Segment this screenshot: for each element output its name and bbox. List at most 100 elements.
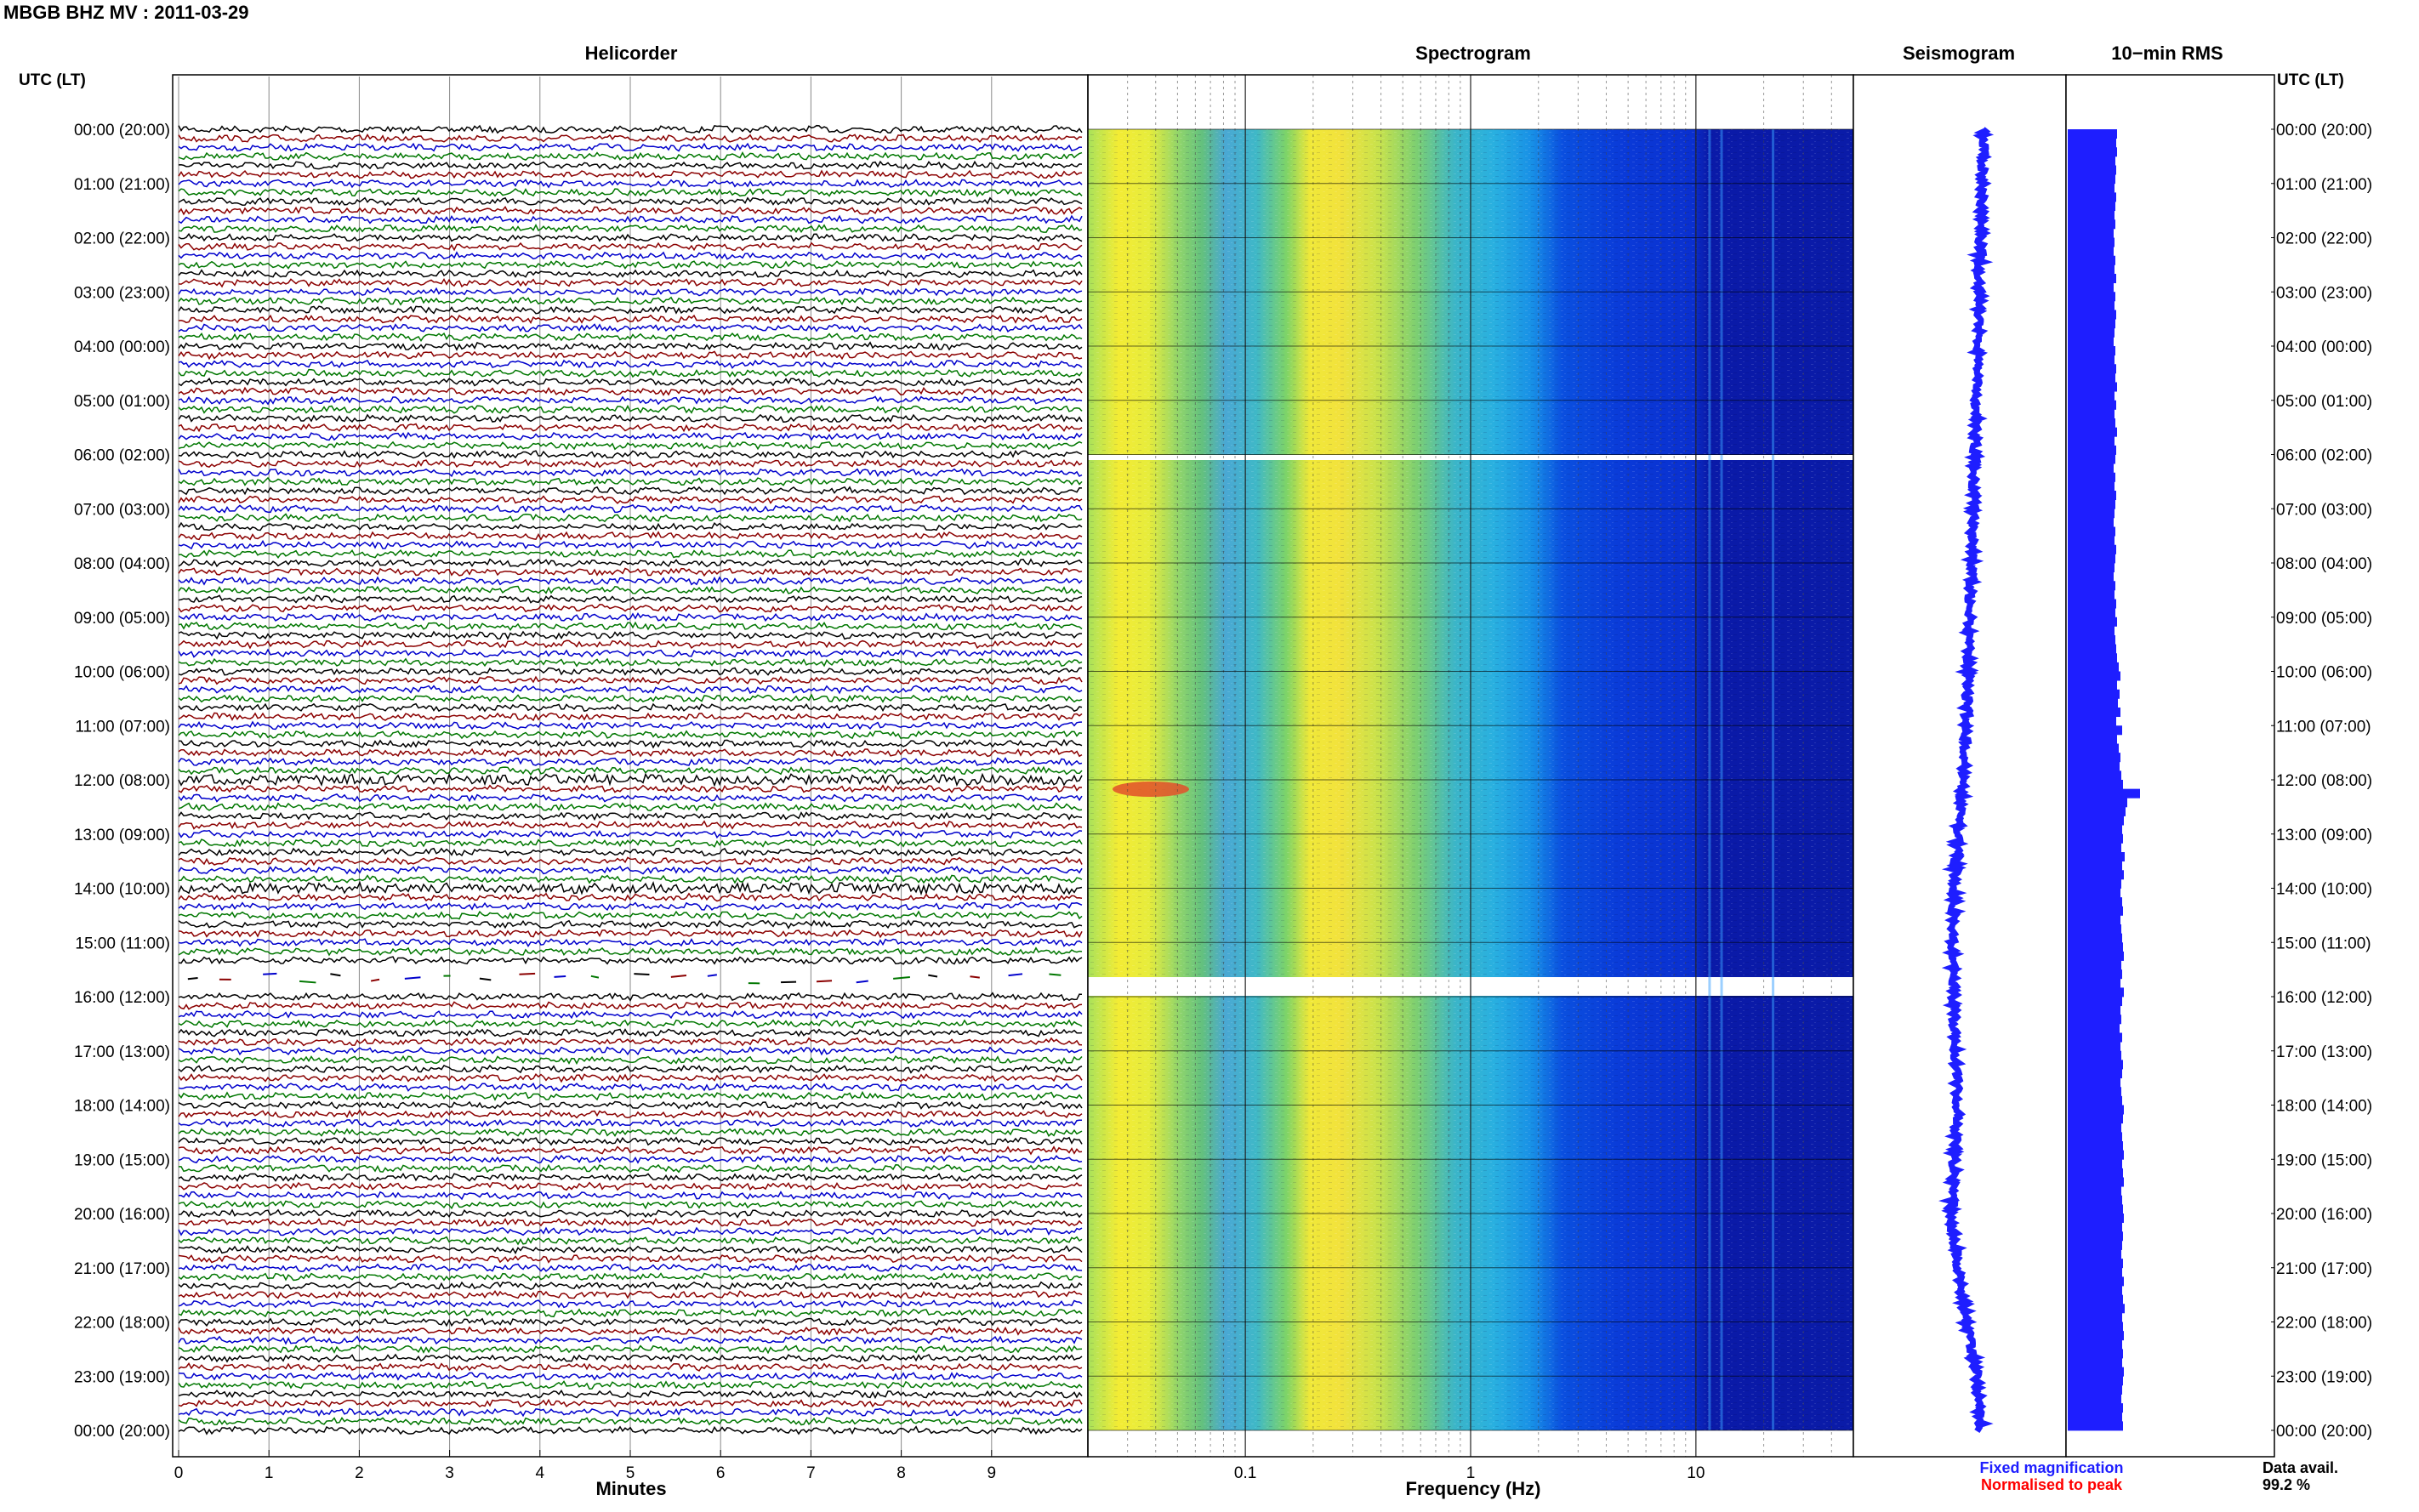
time-label-left: 14:00 (10:00) (74, 881, 170, 899)
frequency-tick-label: 10 (1687, 1464, 1705, 1482)
helicorder-trace (178, 784, 1083, 793)
helicorder-trace (178, 531, 1083, 541)
time-label-left: 00:00 (20:00) (74, 1423, 170, 1441)
time-label-right: 23:00 (19:00) (2276, 1368, 2372, 1386)
rms-bar (2068, 933, 2122, 943)
rms-bar (2068, 183, 2114, 193)
helicorder-trace (178, 910, 1083, 920)
minute-tick-label: 8 (896, 1464, 906, 1482)
rms-bar (2068, 1331, 2124, 1341)
helicorder-trace (178, 242, 1083, 252)
helicorder-trace (178, 919, 1083, 929)
rms-bar (2068, 843, 2121, 853)
time-label-left: 19:00 (15:00) (74, 1151, 170, 1169)
helicorder-trace (178, 404, 1083, 414)
rms-bar (2068, 436, 2114, 446)
helicorder-trace (178, 820, 1083, 830)
minute-tick-label: 1 (265, 1464, 274, 1482)
rms-bar (2068, 563, 2114, 573)
helicorder-trace (178, 585, 1083, 595)
rms-bar (2068, 662, 2119, 672)
time-label-right: 08:00 (04:00) (2276, 555, 2372, 573)
helicorder-gap-fragment (370, 978, 380, 982)
rms-bar (2068, 1394, 2121, 1404)
helicorder-trace (178, 772, 1083, 787)
time-axis-left: 00:00 (20:00) 01:00 (21:00) 02:00 (22:00) 0… (74, 122, 170, 1441)
rms-bar (2068, 418, 2115, 429)
helicorder-trace (178, 630, 1083, 640)
helicorder-trace (178, 296, 1083, 306)
rms-bar (2068, 1186, 2121, 1197)
helicorder-gap-fragment (856, 980, 868, 984)
helicorder-trace (178, 423, 1083, 433)
helicorder-trace (178, 377, 1083, 387)
minute-tick-label: 6 (716, 1464, 726, 1482)
spectrogram-hot-spot (1113, 782, 1189, 797)
helicorder-trace (178, 134, 1083, 143)
time-label-left: 04:00 (00:00) (74, 338, 170, 356)
rms-bar (2068, 1123, 2121, 1133)
time-label-left: 07:00 (03:00) (74, 501, 170, 519)
helicorder-trace (178, 1200, 1083, 1210)
helicorder-trace (178, 1064, 1083, 1074)
helicorder-trace (178, 151, 1083, 162)
rms-bar (2068, 581, 2115, 591)
time-label-right: 21:00 (17:00) (2276, 1260, 2372, 1278)
rms-bar (2068, 924, 2121, 935)
time-label-left: 03:00 (23:00) (74, 284, 170, 302)
rms-bar (2068, 1421, 2123, 1431)
rms-bar (2068, 544, 2116, 554)
helicorder-trace (178, 224, 1083, 234)
rms-bar (2068, 472, 2115, 482)
rms-bar (2068, 463, 2114, 474)
time-label-right: 05:00 (01:00) (2276, 393, 2372, 411)
rms-bar (2068, 1403, 2123, 1413)
helicorder-trace (178, 124, 1083, 134)
rms-bar (2068, 816, 2124, 826)
helicorder-gap-fragment (590, 975, 600, 979)
rms-bar (2068, 1259, 2123, 1269)
helicorder-trace (178, 486, 1083, 496)
time-label-left: 16:00 (12:00) (74, 989, 170, 1007)
rms-bar (2068, 346, 2115, 356)
helicorder-gap-fragment (670, 975, 687, 978)
rms-bar (2068, 337, 2114, 347)
time-label-right: 00:00 (20:00) (2276, 122, 2372, 139)
time-label-right: 01:00 (21:00) (2276, 176, 2372, 194)
helicorder-trace (178, 765, 1083, 776)
minute-tick-label: 9 (988, 1464, 997, 1482)
helicorder-trace (178, 1380, 1083, 1390)
helicorder-trace (178, 1054, 1083, 1066)
helicorder-trace (178, 1335, 1083, 1345)
minute-tick-label: 2 (355, 1464, 364, 1482)
helicorder-trace (179, 1191, 1083, 1201)
helicorder-trace (178, 287, 1083, 297)
helicorder-trace (178, 513, 1083, 523)
helicorder-gap-fragment (299, 980, 316, 984)
helicorder-gap-fragment (634, 973, 650, 975)
helicorder-trace (178, 1308, 1083, 1318)
rms-bar (2068, 617, 2117, 627)
time-label-left: 17:00 (13:00) (74, 1043, 170, 1061)
rms-bar (2068, 219, 2115, 230)
frequency-tick-label: 1 (1466, 1464, 1476, 1482)
rms-bar (2068, 951, 2124, 961)
helicorder-trace (178, 1082, 1083, 1092)
helicorder-trace (178, 332, 1083, 342)
helicorder-trace (178, 251, 1083, 261)
rms-bar (2068, 210, 2114, 220)
helicorder-trace (178, 1090, 1083, 1101)
rms-bar (2068, 635, 2115, 645)
helicorder-trace (178, 539, 1083, 550)
helicorder-trace (178, 1208, 1083, 1219)
rms-bar (2068, 247, 2114, 257)
helicorder-trace (178, 1218, 1083, 1227)
helicorder-trace (178, 747, 1083, 758)
helicorder-gap-fragment (1008, 973, 1023, 977)
helicorder-trace (178, 1281, 1083, 1291)
time-label-left: 20:00 (16:00) (74, 1206, 170, 1224)
helicorder-gap-fragment (554, 975, 566, 978)
rms-bar (2068, 589, 2114, 600)
helicorder-trace (178, 829, 1083, 839)
helicorder-trace (178, 675, 1083, 685)
